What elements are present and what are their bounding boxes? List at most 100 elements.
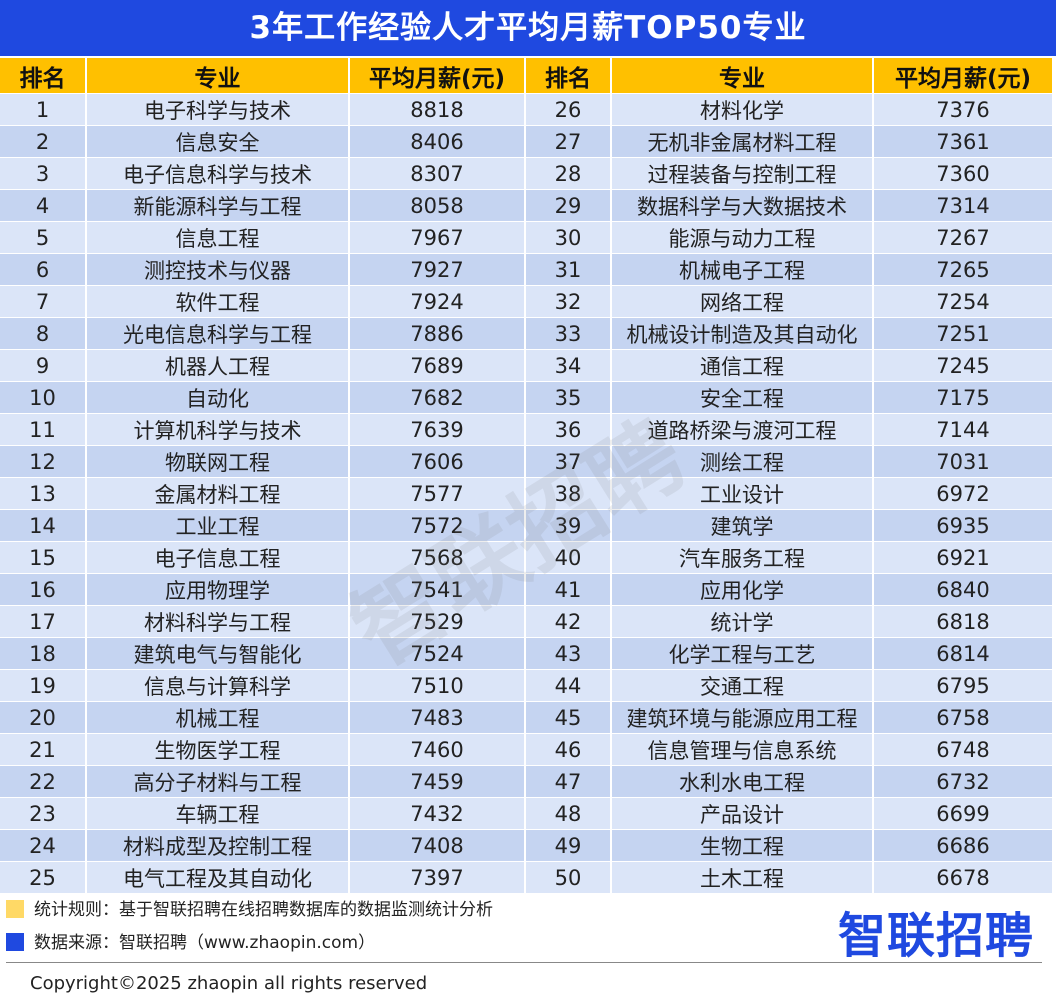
table-row: 2 信息安全 8406 27 无机非金属材料工程 7361 (0, 125, 1052, 158)
salary-table: 排名 专业 平均月薪(元) 排名 专业 平均月薪(元) 1 电子科学与技术 8818… (0, 58, 1052, 893)
cell-rank: 5 (0, 221, 87, 254)
cell-major: 金属材料工程 (86, 477, 350, 510)
cell-major: 计算机科学与技术 (86, 413, 350, 446)
cell-rank: 35 (525, 381, 612, 414)
zhaopin-logo: 智联招聘 (837, 908, 1034, 964)
cell-rank: 19 (0, 669, 87, 702)
cell-rank: 36 (525, 413, 612, 446)
cell-rank: 43 (525, 637, 612, 670)
cell-rank: 13 (0, 477, 87, 510)
cell-major: 产品设计 (611, 797, 874, 830)
cell-rank: 2 (0, 125, 87, 158)
cell-salary: 7360 (873, 157, 1052, 190)
page-title: 3年工作经验人才平均月薪TOP50专业 (0, 0, 1056, 56)
cell-major: 安全工程 (611, 381, 874, 414)
cell-salary: 7265 (873, 253, 1052, 286)
cell-salary: 6678 (873, 861, 1052, 893)
cell-major: 汽车服务工程 (611, 541, 874, 574)
cell-salary: 6840 (873, 573, 1052, 606)
table-body: 1 电子科学与技术 8818 26 材料化学 7376 2 信息安全 8406 27 无机非金属材料… (0, 93, 1052, 893)
cell-major: 通信工程 (611, 349, 874, 382)
cell-salary: 7483 (349, 701, 526, 734)
cell-major: 应用化学 (611, 573, 874, 606)
cell-salary: 6758 (873, 701, 1052, 734)
cell-rank: 7 (0, 285, 87, 318)
cell-salary: 7927 (349, 253, 526, 286)
cell-major: 交通工程 (611, 669, 874, 702)
cell-rank: 20 (0, 701, 87, 734)
table-row: 13 金属材料工程 7577 38 工业设计 6972 (0, 477, 1052, 510)
cell-salary: 7460 (349, 733, 526, 766)
cell-rank: 30 (525, 221, 612, 254)
cell-major: 物联网工程 (86, 445, 350, 478)
cell-major: 能源与动力工程 (611, 221, 874, 254)
cell-major: 道路桥梁与渡河工程 (611, 413, 874, 446)
cell-major: 生物医学工程 (86, 733, 350, 766)
cell-major: 电子科学与技术 (86, 93, 350, 126)
cell-rank: 15 (0, 541, 87, 574)
table-row: 22 高分子材料与工程 7459 47 水利水电工程 6732 (0, 765, 1052, 798)
cell-major: 应用物理学 (86, 573, 350, 606)
table-row: 15 电子信息工程 7568 40 汽车服务工程 6921 (0, 541, 1052, 574)
header-major: 专业 (611, 58, 874, 94)
table-header-row: 排名 专业 平均月薪(元) 排名 专业 平均月薪(元) (0, 58, 1052, 94)
cell-salary: 7245 (873, 349, 1052, 382)
cell-rank: 3 (0, 157, 87, 190)
cell-rank: 12 (0, 445, 87, 478)
copyright: Copyright©2025 zhaopin all rights reserv… (30, 973, 428, 994)
cell-rank: 26 (525, 93, 612, 126)
cell-salary: 7577 (349, 477, 526, 510)
cell-salary: 6818 (873, 605, 1052, 638)
table-row: 19 信息与计算科学 7510 44 交通工程 6795 (0, 669, 1052, 702)
cell-major: 土木工程 (611, 861, 874, 893)
table-row: 9 机器人工程 7689 34 通信工程 7245 (0, 349, 1052, 382)
cell-rank: 22 (0, 765, 87, 798)
cell-rank: 31 (525, 253, 612, 286)
table-row: 5 信息工程 7967 30 能源与动力工程 7267 (0, 221, 1052, 254)
cell-salary: 7568 (349, 541, 526, 574)
cell-salary: 7376 (873, 93, 1052, 126)
cell-major: 建筑电气与智能化 (86, 637, 350, 670)
table-row: 1 电子科学与技术 8818 26 材料化学 7376 (0, 93, 1052, 126)
cell-salary: 6686 (873, 829, 1052, 862)
cell-rank: 47 (525, 765, 612, 798)
cell-rank: 10 (0, 381, 87, 414)
cell-rank: 18 (0, 637, 87, 670)
cell-major: 测绘工程 (611, 445, 874, 478)
cell-major: 软件工程 (86, 285, 350, 318)
note-source-text: 数据来源：智联招聘（www.zhaopin.com） (34, 933, 376, 953)
cell-rank: 17 (0, 605, 87, 638)
table-row: 10 自动化 7682 35 安全工程 7175 (0, 381, 1052, 414)
cell-major: 水利水电工程 (611, 765, 874, 798)
cell-major: 工业工程 (86, 509, 350, 542)
cell-salary: 7031 (873, 445, 1052, 478)
table-row: 7 软件工程 7924 32 网络工程 7254 (0, 285, 1052, 318)
cell-rank: 40 (525, 541, 612, 574)
cell-rank: 6 (0, 253, 87, 286)
cell-rank: 39 (525, 509, 612, 542)
cell-salary: 8058 (349, 189, 526, 222)
cell-major: 电气工程及其自动化 (86, 861, 350, 893)
cell-major: 信息工程 (86, 221, 350, 254)
cell-salary: 7397 (349, 861, 526, 893)
table-row: 6 测控技术与仪器 7927 31 机械电子工程 7265 (0, 253, 1052, 286)
cell-salary: 7541 (349, 573, 526, 606)
cell-rank: 48 (525, 797, 612, 830)
cell-rank: 38 (525, 477, 612, 510)
cell-major: 无机非金属材料工程 (611, 125, 874, 158)
cell-salary: 7254 (873, 285, 1052, 318)
cell-salary: 6972 (873, 477, 1052, 510)
cell-salary: 7144 (873, 413, 1052, 446)
cell-salary: 6814 (873, 637, 1052, 670)
table-row: 8 光电信息科学与工程 7886 33 机械设计制造及其自动化 7251 (0, 317, 1052, 350)
yellow-square-icon (6, 900, 24, 918)
table-row: 14 工业工程 7572 39 建筑学 6935 (0, 509, 1052, 542)
cell-major: 机器人工程 (86, 349, 350, 382)
cell-rank: 4 (0, 189, 87, 222)
note-rule-text: 统计规则：基于智联招聘在线招聘数据库的数据监测统计分析 (34, 900, 493, 920)
cell-major: 测控技术与仪器 (86, 253, 350, 286)
cell-rank: 49 (525, 829, 612, 862)
cell-major: 电子信息科学与技术 (86, 157, 350, 190)
cell-salary: 7175 (873, 381, 1052, 414)
cell-rank: 8 (0, 317, 87, 350)
